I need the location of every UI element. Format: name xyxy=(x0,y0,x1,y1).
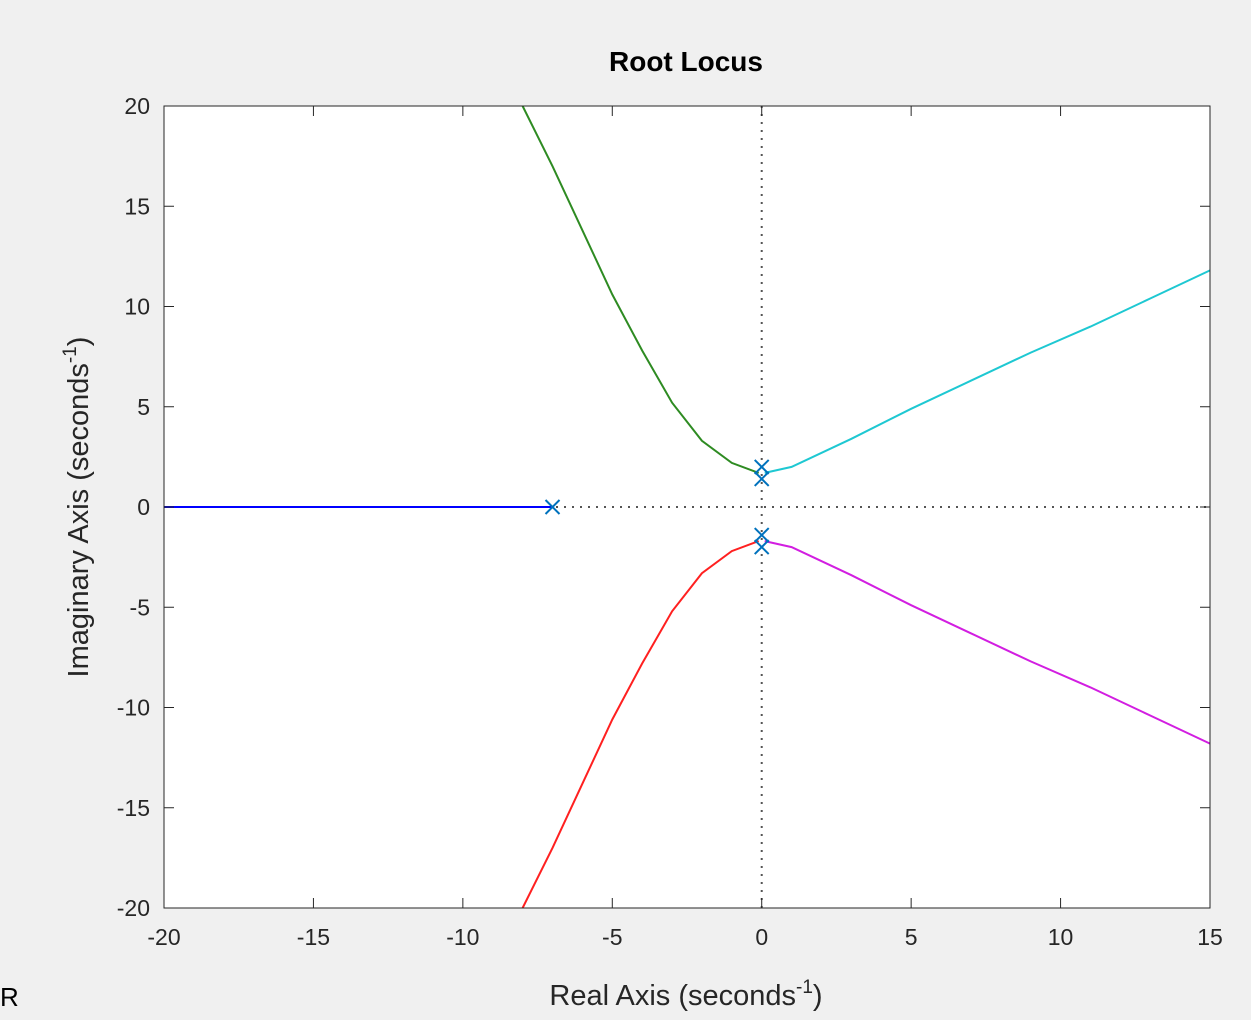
locus-branch-3 xyxy=(521,540,760,909)
x-tick-label: 10 xyxy=(1048,924,1074,950)
locus-branch-5 xyxy=(764,540,1211,745)
y-tick-label: -20 xyxy=(117,895,150,921)
stray-character: R xyxy=(0,982,19,1012)
x-axis-label-close: ) xyxy=(813,980,823,1012)
pole-marker-3 xyxy=(754,471,770,487)
y-tick-label: 0 xyxy=(137,494,150,520)
locus-branch-2 xyxy=(521,105,760,474)
pole-marker-2 xyxy=(754,459,770,475)
y-tick-label: -10 xyxy=(117,695,150,721)
pole-marker-5 xyxy=(754,539,770,555)
x-axis-label-text: Real Axis (seconds xyxy=(549,980,796,1012)
y-axis-label-close: ) xyxy=(63,337,95,347)
y-tick-label: 20 xyxy=(124,93,150,119)
y-axis-label: Imaginary Axis (seconds-1) xyxy=(60,337,95,678)
pole-markers xyxy=(544,459,770,555)
x-tick-label: -15 xyxy=(297,924,330,950)
x-tick-label: -5 xyxy=(602,924,622,950)
locus-branches xyxy=(164,105,1211,909)
x-axis-label: Real Axis (seconds-1) xyxy=(549,977,822,1012)
axis-ticks: -20 -15 -10 -5 0 5 10 15 -20 -15 -10 -5 0 5 10 15 20 xyxy=(117,93,1223,950)
y-axis-label-text: Imaginary Axis (seconds xyxy=(63,363,95,677)
y-tick-label: 5 xyxy=(137,394,150,420)
y-tick-label: 15 xyxy=(124,193,150,219)
y-axis-label-exponent: -1 xyxy=(60,346,81,363)
reference-lines xyxy=(164,106,1210,908)
x-tick-label: -20 xyxy=(147,924,180,950)
y-tick-label: -15 xyxy=(117,795,150,821)
y-tick-label: 10 xyxy=(124,294,150,320)
x-tick-label: 5 xyxy=(905,924,918,950)
chart-title: Root Locus xyxy=(609,46,763,77)
x-tick-label: 15 xyxy=(1197,924,1223,950)
x-tick-label: -10 xyxy=(446,924,479,950)
y-tick-label: -5 xyxy=(130,594,150,620)
locus-branch-4 xyxy=(764,269,1211,474)
x-axis-label-exponent: -1 xyxy=(796,977,813,998)
pole-marker-1 xyxy=(544,499,561,515)
pole-marker-4 xyxy=(754,527,770,543)
x-tick-label: 0 xyxy=(755,924,768,950)
